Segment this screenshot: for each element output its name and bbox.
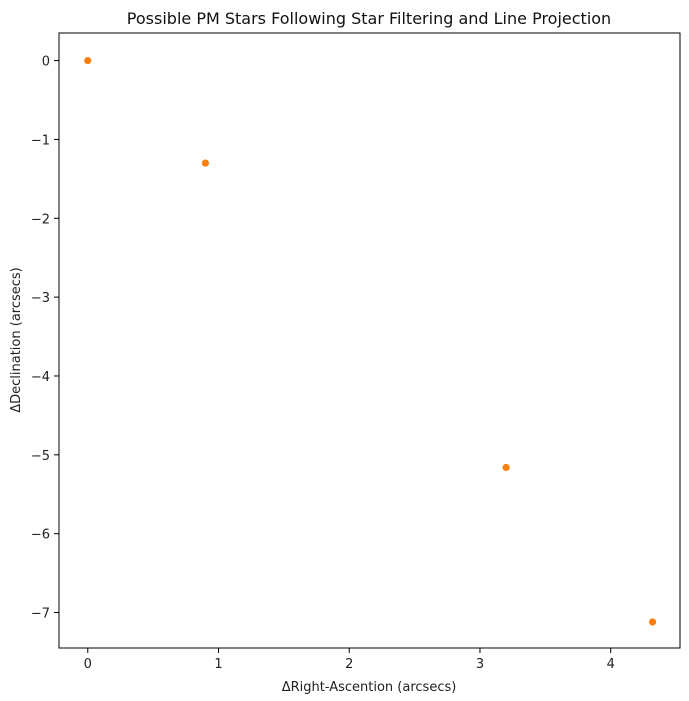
x-tick-label: 0: [84, 657, 92, 672]
x-tick-label: 2: [345, 657, 353, 672]
x-tick-label: 1: [214, 657, 222, 672]
x-tick-label: 4: [607, 657, 615, 672]
y-axis-title: ΔDeclination (arcsecs): [9, 267, 24, 413]
data-point: [502, 463, 510, 472]
y-tick-label: −3: [31, 291, 50, 306]
plot-area: [58, 32, 681, 649]
x-tick-label: 3: [476, 657, 484, 672]
y-tick-label: −2: [31, 212, 50, 227]
data-points: [84, 56, 657, 626]
y-tick-label: −4: [31, 370, 50, 385]
x-axis-ticks: 0 1 2 3 4: [84, 648, 615, 672]
y-tick-label: 0: [42, 55, 50, 70]
y-axis-ticks: 0 −1 −2 −3 −4 −5 −6 −7: [31, 55, 59, 622]
chart-title: Possible PM Stars Following Star Filteri…: [127, 9, 611, 28]
data-point: [84, 56, 92, 65]
y-tick-label: −5: [31, 449, 50, 464]
y-tick-label: −6: [31, 528, 50, 543]
y-tick-label: −7: [31, 607, 50, 622]
data-point: [648, 618, 657, 626]
x-axis-title: ΔRight-Ascention (arcsecs): [282, 680, 457, 695]
y-tick-label: −1: [31, 133, 50, 148]
data-point: [201, 159, 210, 167]
